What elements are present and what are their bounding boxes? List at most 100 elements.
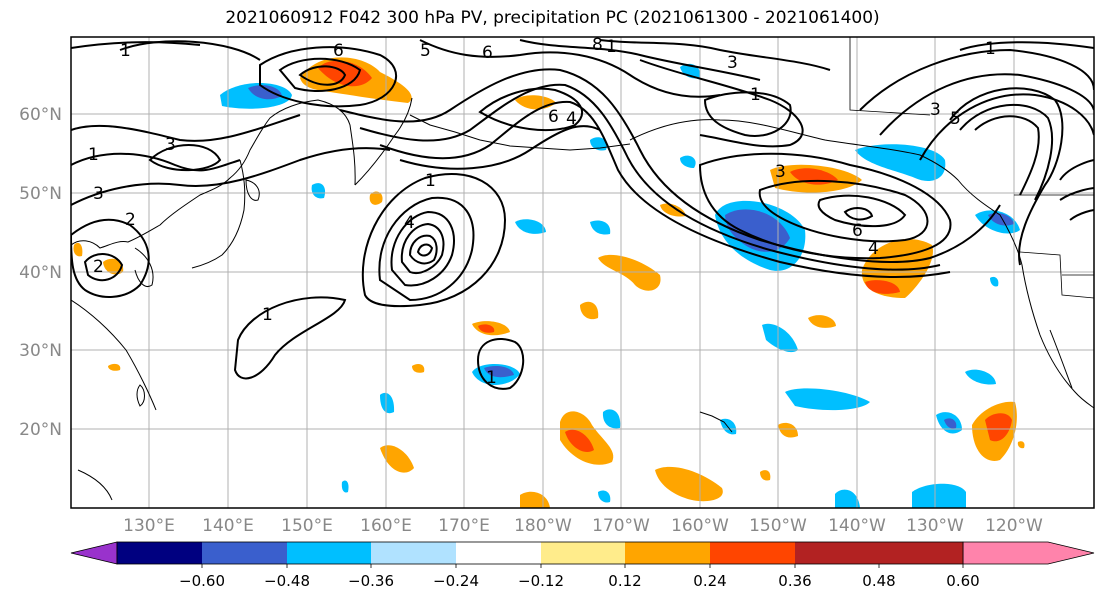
colorbar-frame [116,541,964,565]
colorbar-tick-label: −0.60 [179,572,225,590]
coastlines [71,97,1094,501]
colorbar-swatch [710,542,795,564]
colorbar-tick-label: −0.24 [433,572,479,590]
korea-coast [134,247,154,287]
lat-label: 50°N [19,184,62,204]
colorbar-tick-label: 0.60 [946,572,979,590]
contour-label: 4 [404,213,415,233]
positive-anomaly [103,258,124,275]
colorbar-tick-label: 0.48 [862,572,895,590]
lon-label: 170°E [438,516,490,536]
colorbar-tick-label: −0.36 [348,572,394,590]
map-title: 2021060912 F042 300 hPa PV, precipitatio… [225,8,880,28]
negative-anomaly [341,480,349,493]
longitude-labels: 130°E 140°E 150°E 160°E 170°E 180°W 170°… [123,516,1043,536]
lon-label: 130°E [123,516,175,536]
negative-anomaly [912,483,966,508]
positive-anomaly [655,466,723,502]
contour-label: 1 [120,41,131,61]
negative-anomaly [965,369,996,385]
contour-label: 4 [566,109,577,129]
lon-label: 160°E [360,516,412,536]
contour-label: 3 [93,184,104,204]
positive-anomaly [865,280,900,294]
alaska-coast [629,119,1023,266]
aleutians [409,114,631,151]
contour-label: 6 [852,221,863,241]
asia-coast [71,99,356,249]
colorbar-tick-label: −0.12 [518,572,564,590]
negative-anomaly [762,323,798,353]
lon-label: 150°E [281,516,333,536]
lat-label: 20°N [19,420,62,440]
baja [1049,329,1073,389]
lat-label: 60°N [19,105,62,125]
positive-anomaly [565,429,594,452]
negative-anomaly [988,213,1014,226]
positive-anomaly [73,242,83,257]
positive-anomaly [598,254,661,291]
contour-label: 5 [420,41,431,61]
positive-anomaly [985,413,1012,442]
china-east-coast [71,299,157,411]
contour-label: 5 [950,109,961,129]
negative-anomaly [990,276,999,287]
colorbar-swatch [879,542,963,564]
positive-anomaly [808,315,836,328]
negative-anomaly [785,388,870,411]
contour-label: 3 [727,53,738,73]
lon-label: 120°W [985,516,1043,536]
negative-anomaly [835,489,860,508]
positive-anomaly [660,203,686,217]
lon-label: 170°W [592,516,650,536]
contour-label: 3 [930,100,941,120]
positive-anomaly [760,470,771,481]
negative-anomaly [598,490,611,503]
colorbar-swatch [117,542,202,564]
hawaii [699,411,733,433]
negative-anomaly [680,155,696,168]
positive-anomaly [1017,441,1025,449]
contour-label: 8 [592,35,603,55]
contour-label: 6 [333,41,344,61]
colorbar: −0.60 −0.48 −0.36 −0.24 −0.12 0.12 0.24 … [70,541,1095,590]
colorbar-swatch [625,542,710,564]
colorbar-tick-label: 0.36 [778,572,811,590]
positive-anomaly [369,191,383,205]
colorbar-extend-high [962,541,1095,565]
contour-label: 2 [93,257,104,277]
contour-label: 4 [868,239,879,259]
negative-anomaly [311,183,326,199]
positive-anomaly [778,422,798,438]
positive-anomaly [412,364,425,373]
latitude-labels: 60°N 50°N 40°N 30°N 20°N [19,105,62,440]
negative-anomaly [602,409,621,429]
colorbar-swatch [371,542,456,564]
negative-anomaly [484,366,514,378]
negative-anomaly [380,392,395,414]
colorbar-swatch [202,542,287,564]
colorbar-swatch [287,542,371,564]
colorbar-swatch [541,542,625,564]
contour-label: 2 [125,210,136,230]
lon-label: 160°W [671,516,729,536]
colorbar-tick-label: −0.48 [264,572,310,590]
contour-label: 3 [165,135,176,155]
japan-honshu [191,159,246,269]
colorbar-extend-low [70,541,118,565]
positive-anomaly [108,363,121,371]
pv-contours [71,39,1094,390]
lon-label: 130°W [906,516,964,536]
contour-label: 1 [985,39,996,59]
taiwan [136,384,145,407]
philippines [77,469,113,501]
positive-anomaly [580,301,599,320]
lon-label: 150°W [749,516,807,536]
positive-anomaly [380,445,414,473]
lat-label: 30°N [19,341,62,361]
japan-hokkaido [245,179,260,201]
negative-anomaly [515,219,546,234]
contour-label: 1 [425,171,436,191]
contour-label: 6 [482,43,493,63]
